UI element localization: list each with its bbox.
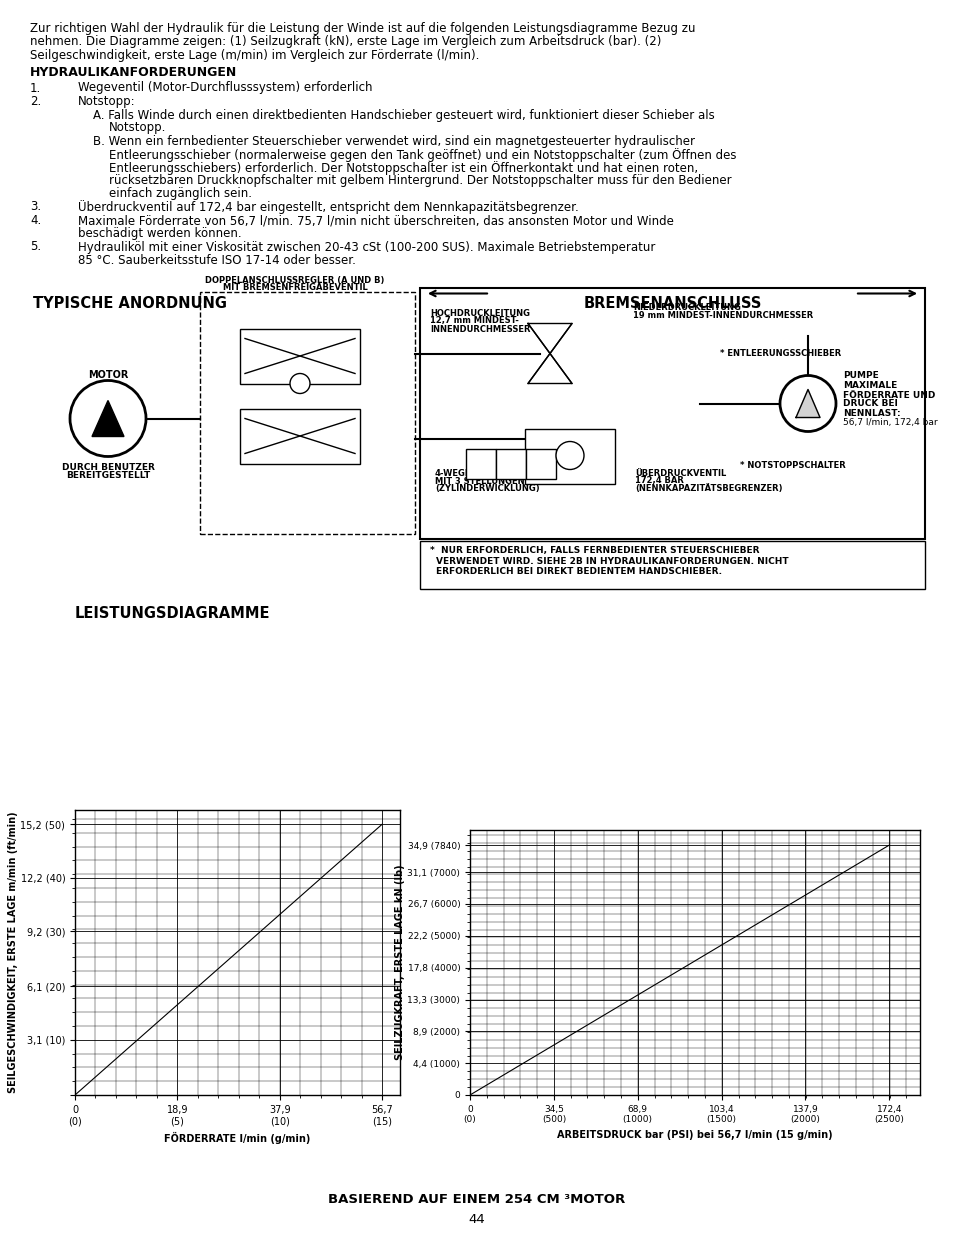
Text: rücksetzbaren Druckknopfschalter mit gelbem Hintergrund. Der Notstoppschalter mu: rücksetzbaren Druckknopfschalter mit gel… xyxy=(109,174,731,186)
Text: DOPPELANSCHLUSSREGLER (A UND B): DOPPELANSCHLUSSREGLER (A UND B) xyxy=(205,275,384,284)
Text: Seilgeschwindigkeit, erste Lage (m/min) im Vergleich zur Förderrate (l/min).: Seilgeschwindigkeit, erste Lage (m/min) … xyxy=(30,49,478,62)
Text: LEISTUNGSDIAGRAMME: LEISTUNGSDIAGRAMME xyxy=(75,606,271,621)
Text: HYDRAULIKANFORDERUNGEN: HYDRAULIKANFORDERUNGEN xyxy=(30,65,237,79)
Text: Überdruckventil auf 172,4 bar eingestellt, entspricht dem Nennkapazitätsbegrenze: Überdruckventil auf 172,4 bar eingestell… xyxy=(78,200,578,215)
Bar xyxy=(200,291,415,534)
Text: beschädigt werden können.: beschädigt werden können. xyxy=(78,227,241,240)
Text: 19 mm MINDEST-INNENDURCHMESSER: 19 mm MINDEST-INNENDURCHMESSER xyxy=(633,310,812,320)
Bar xyxy=(240,409,359,463)
Polygon shape xyxy=(91,400,124,436)
Polygon shape xyxy=(795,389,820,417)
Text: ERFORDERLICH BEI DIREKT BEDIENTEM HANDSCHIEBER.: ERFORDERLICH BEI DIREKT BEDIENTEM HANDSC… xyxy=(436,567,721,576)
Text: nehmen. Die Diagramme zeigen: (1) Seilzugkraft (kN), erste Lage im Vergleich zum: nehmen. Die Diagramme zeigen: (1) Seilzu… xyxy=(30,36,660,48)
Bar xyxy=(419,288,924,538)
Text: Entleerungsschiebers) erforderlich. Der Notstoppschalter ist ein Öffnerkontakt u: Entleerungsschiebers) erforderlich. Der … xyxy=(109,161,698,175)
Text: BREMSENANSCHLUSS: BREMSENANSCHLUSS xyxy=(582,295,760,310)
Text: PUMPE: PUMPE xyxy=(842,372,878,380)
Text: VERWENDET WIRD. SIEHE 2B IN HYDRAULIKANFORDERUNGEN. NICHT: VERWENDET WIRD. SIEHE 2B IN HYDRAULIKANF… xyxy=(436,557,788,566)
Y-axis label: SEILGESCHWINDIGKEIT, ERSTE LAGE m/min (ft/min): SEILGESCHWINDIGKEIT, ERSTE LAGE m/min (f… xyxy=(8,811,17,1093)
Text: Notstopp:: Notstopp: xyxy=(78,95,135,107)
Circle shape xyxy=(70,380,146,457)
Text: Hydrauliköl mit einer Viskosität zwischen 20-43 cSt (100-200 SUS). Maximale Betr: Hydrauliköl mit einer Viskosität zwische… xyxy=(78,241,655,253)
Text: MIT 3 STELLUNGEN: MIT 3 STELLUNGEN xyxy=(435,477,524,485)
Text: FÖRDERRATE UND: FÖRDERRATE UND xyxy=(842,390,934,399)
Text: * NOTSTOPPSCHALTER: * NOTSTOPPSCHALTER xyxy=(740,462,845,471)
Bar xyxy=(524,429,615,483)
Text: TYPISCHE ANORDNUNG: TYPISCHE ANORDNUNG xyxy=(33,295,227,310)
Bar xyxy=(419,541,924,589)
Text: DURCH BENUTZER: DURCH BENUTZER xyxy=(62,462,154,472)
Text: 4.: 4. xyxy=(30,214,41,227)
Text: (ZYLINDERWICKLUNG): (ZYLINDERWICKLUNG) xyxy=(435,484,539,494)
Text: 172,4 BAR: 172,4 BAR xyxy=(635,477,683,485)
Text: NIEDERDRUCKLEITUNG: NIEDERDRUCKLEITUNG xyxy=(633,303,740,311)
Bar xyxy=(496,448,525,478)
Bar xyxy=(240,329,359,384)
Text: ÜBERDRUCKVENTIL: ÜBERDRUCKVENTIL xyxy=(635,468,725,478)
Text: MIT BREMSENFREIGABEVENTIL: MIT BREMSENFREIGABEVENTIL xyxy=(222,284,367,293)
Text: * ENTLEERUNGSSCHIEBER: * ENTLEERUNGSSCHIEBER xyxy=(720,348,841,357)
Text: 3.: 3. xyxy=(30,200,41,214)
Circle shape xyxy=(290,373,310,394)
Text: 44: 44 xyxy=(468,1213,485,1226)
Circle shape xyxy=(780,375,835,431)
Text: Zur richtigen Wahl der Hydraulik für die Leistung der Winde ist auf die folgende: Zur richtigen Wahl der Hydraulik für die… xyxy=(30,22,695,35)
Text: einfach zugänglich sein.: einfach zugänglich sein. xyxy=(109,186,252,200)
Text: 2.: 2. xyxy=(30,95,41,107)
Y-axis label: SEILZUGKRAFT, ERSTE LAGE kN (lb): SEILZUGKRAFT, ERSTE LAGE kN (lb) xyxy=(395,864,404,1061)
Text: 12,7 mm MINDEST-: 12,7 mm MINDEST- xyxy=(430,316,518,326)
Bar xyxy=(465,448,496,478)
Text: 85 °C. Sauberkeitsstufe ISO 17-14 oder besser.: 85 °C. Sauberkeitsstufe ISO 17-14 oder b… xyxy=(78,253,355,267)
Text: MOTOR: MOTOR xyxy=(88,370,128,380)
Text: HOCHDRUCKLEITUNG: HOCHDRUCKLEITUNG xyxy=(430,309,530,317)
Text: Entleerungsschieber (normalerweise gegen den Tank geöffnet) und ein Notstoppscha: Entleerungsschieber (normalerweise gegen… xyxy=(109,148,736,162)
Text: 56,7 l/min, 172,4 bar: 56,7 l/min, 172,4 bar xyxy=(842,419,937,427)
Text: A. Falls Winde durch einen direktbedienten Handschieber gesteuert wird, funktion: A. Falls Winde durch einen direktbedient… xyxy=(92,109,714,121)
Text: (NENNKAPAZITÄTSBEGRENZER): (NENNKAPAZITÄTSBEGRENZER) xyxy=(635,484,781,494)
Bar xyxy=(525,448,556,478)
Text: *  NUR ERFORDERLICH, FALLS FERNBEDIENTER STEUERSCHIEBER: * NUR ERFORDERLICH, FALLS FERNBEDIENTER … xyxy=(430,547,759,556)
Text: B. Wenn ein fernbedienter Steuerschieber verwendet wird, sind ein magnetgesteuer: B. Wenn ein fernbedienter Steuerschieber… xyxy=(92,135,695,148)
Text: MAXIMALE: MAXIMALE xyxy=(842,382,897,390)
Text: DRUCK BEI: DRUCK BEI xyxy=(842,399,897,409)
Text: Notstopp.: Notstopp. xyxy=(109,121,166,135)
Text: 4-WEGEVENTIL: 4-WEGEVENTIL xyxy=(435,468,504,478)
Text: NENNLAST:: NENNLAST: xyxy=(842,409,900,417)
Text: 5.: 5. xyxy=(30,241,41,253)
Text: 1.: 1. xyxy=(30,82,41,95)
X-axis label: ARBEITSDRUCK bar (PSI) bei 56,7 l/min (15 g/min): ARBEITSDRUCK bar (PSI) bei 56,7 l/min (1… xyxy=(557,1130,832,1140)
Text: INNENDURCHMESSER: INNENDURCHMESSER xyxy=(430,325,530,333)
X-axis label: FÖRDERRATE l/min (g/min): FÖRDERRATE l/min (g/min) xyxy=(164,1132,311,1144)
Text: Maximale Förderrate von 56,7 l/min. 75,7 l/min nicht überschreiten, das ansonste: Maximale Förderrate von 56,7 l/min. 75,7… xyxy=(78,214,673,227)
Text: Wegeventil (Motor-Durchflusssystem) erforderlich: Wegeventil (Motor-Durchflusssystem) erfo… xyxy=(78,82,372,95)
Text: BASIEREND AUF EINEM 254 CM ³MOTOR: BASIEREND AUF EINEM 254 CM ³MOTOR xyxy=(328,1193,625,1207)
Text: BEREITGESTELLT: BEREITGESTELLT xyxy=(66,472,150,480)
Circle shape xyxy=(556,441,583,469)
